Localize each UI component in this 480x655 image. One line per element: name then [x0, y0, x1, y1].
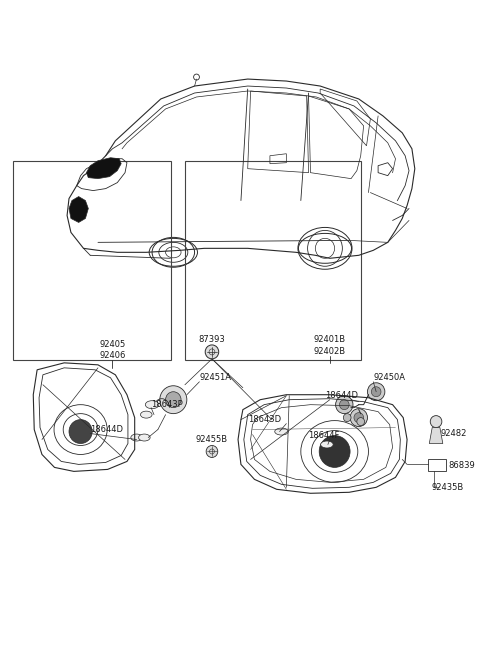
Circle shape [205, 345, 219, 359]
Text: 92401B: 92401B [314, 335, 346, 345]
Circle shape [430, 416, 442, 428]
Circle shape [350, 409, 368, 426]
Text: 92435B: 92435B [431, 483, 464, 492]
Circle shape [372, 386, 381, 397]
Circle shape [206, 445, 218, 457]
Bar [428, 459, 446, 472]
Circle shape [354, 413, 364, 422]
Circle shape [339, 400, 349, 409]
Ellipse shape [141, 411, 152, 418]
Text: 18643D: 18643D [248, 415, 281, 424]
Ellipse shape [145, 401, 159, 409]
Circle shape [319, 436, 350, 468]
Text: 92455B: 92455B [196, 435, 228, 444]
Text: 18644F: 18644F [309, 431, 340, 440]
Circle shape [69, 420, 92, 443]
Ellipse shape [131, 434, 143, 441]
Circle shape [160, 386, 187, 414]
Ellipse shape [321, 441, 333, 448]
Ellipse shape [139, 434, 150, 441]
Text: 87393: 87393 [199, 335, 225, 345]
Circle shape [357, 418, 365, 426]
Polygon shape [69, 196, 88, 223]
Bar [184, 161, 360, 360]
Text: 92406: 92406 [99, 351, 126, 360]
Text: 92482: 92482 [441, 429, 467, 438]
Text: 92402B: 92402B [314, 347, 346, 356]
Circle shape [166, 392, 181, 407]
Ellipse shape [275, 428, 288, 435]
Text: 92450A: 92450A [373, 373, 405, 383]
Text: 18643P: 18643P [151, 400, 183, 409]
Text: 18644D: 18644D [90, 425, 123, 434]
Text: 86839: 86839 [449, 461, 475, 470]
Polygon shape [429, 428, 443, 443]
Polygon shape [86, 158, 121, 179]
Text: 92405: 92405 [99, 341, 126, 349]
Circle shape [343, 414, 351, 422]
Circle shape [368, 383, 385, 401]
Circle shape [336, 396, 353, 414]
Text: 18644D: 18644D [325, 391, 358, 400]
Text: 92451A: 92451A [199, 373, 231, 383]
Bar [13, 161, 170, 360]
